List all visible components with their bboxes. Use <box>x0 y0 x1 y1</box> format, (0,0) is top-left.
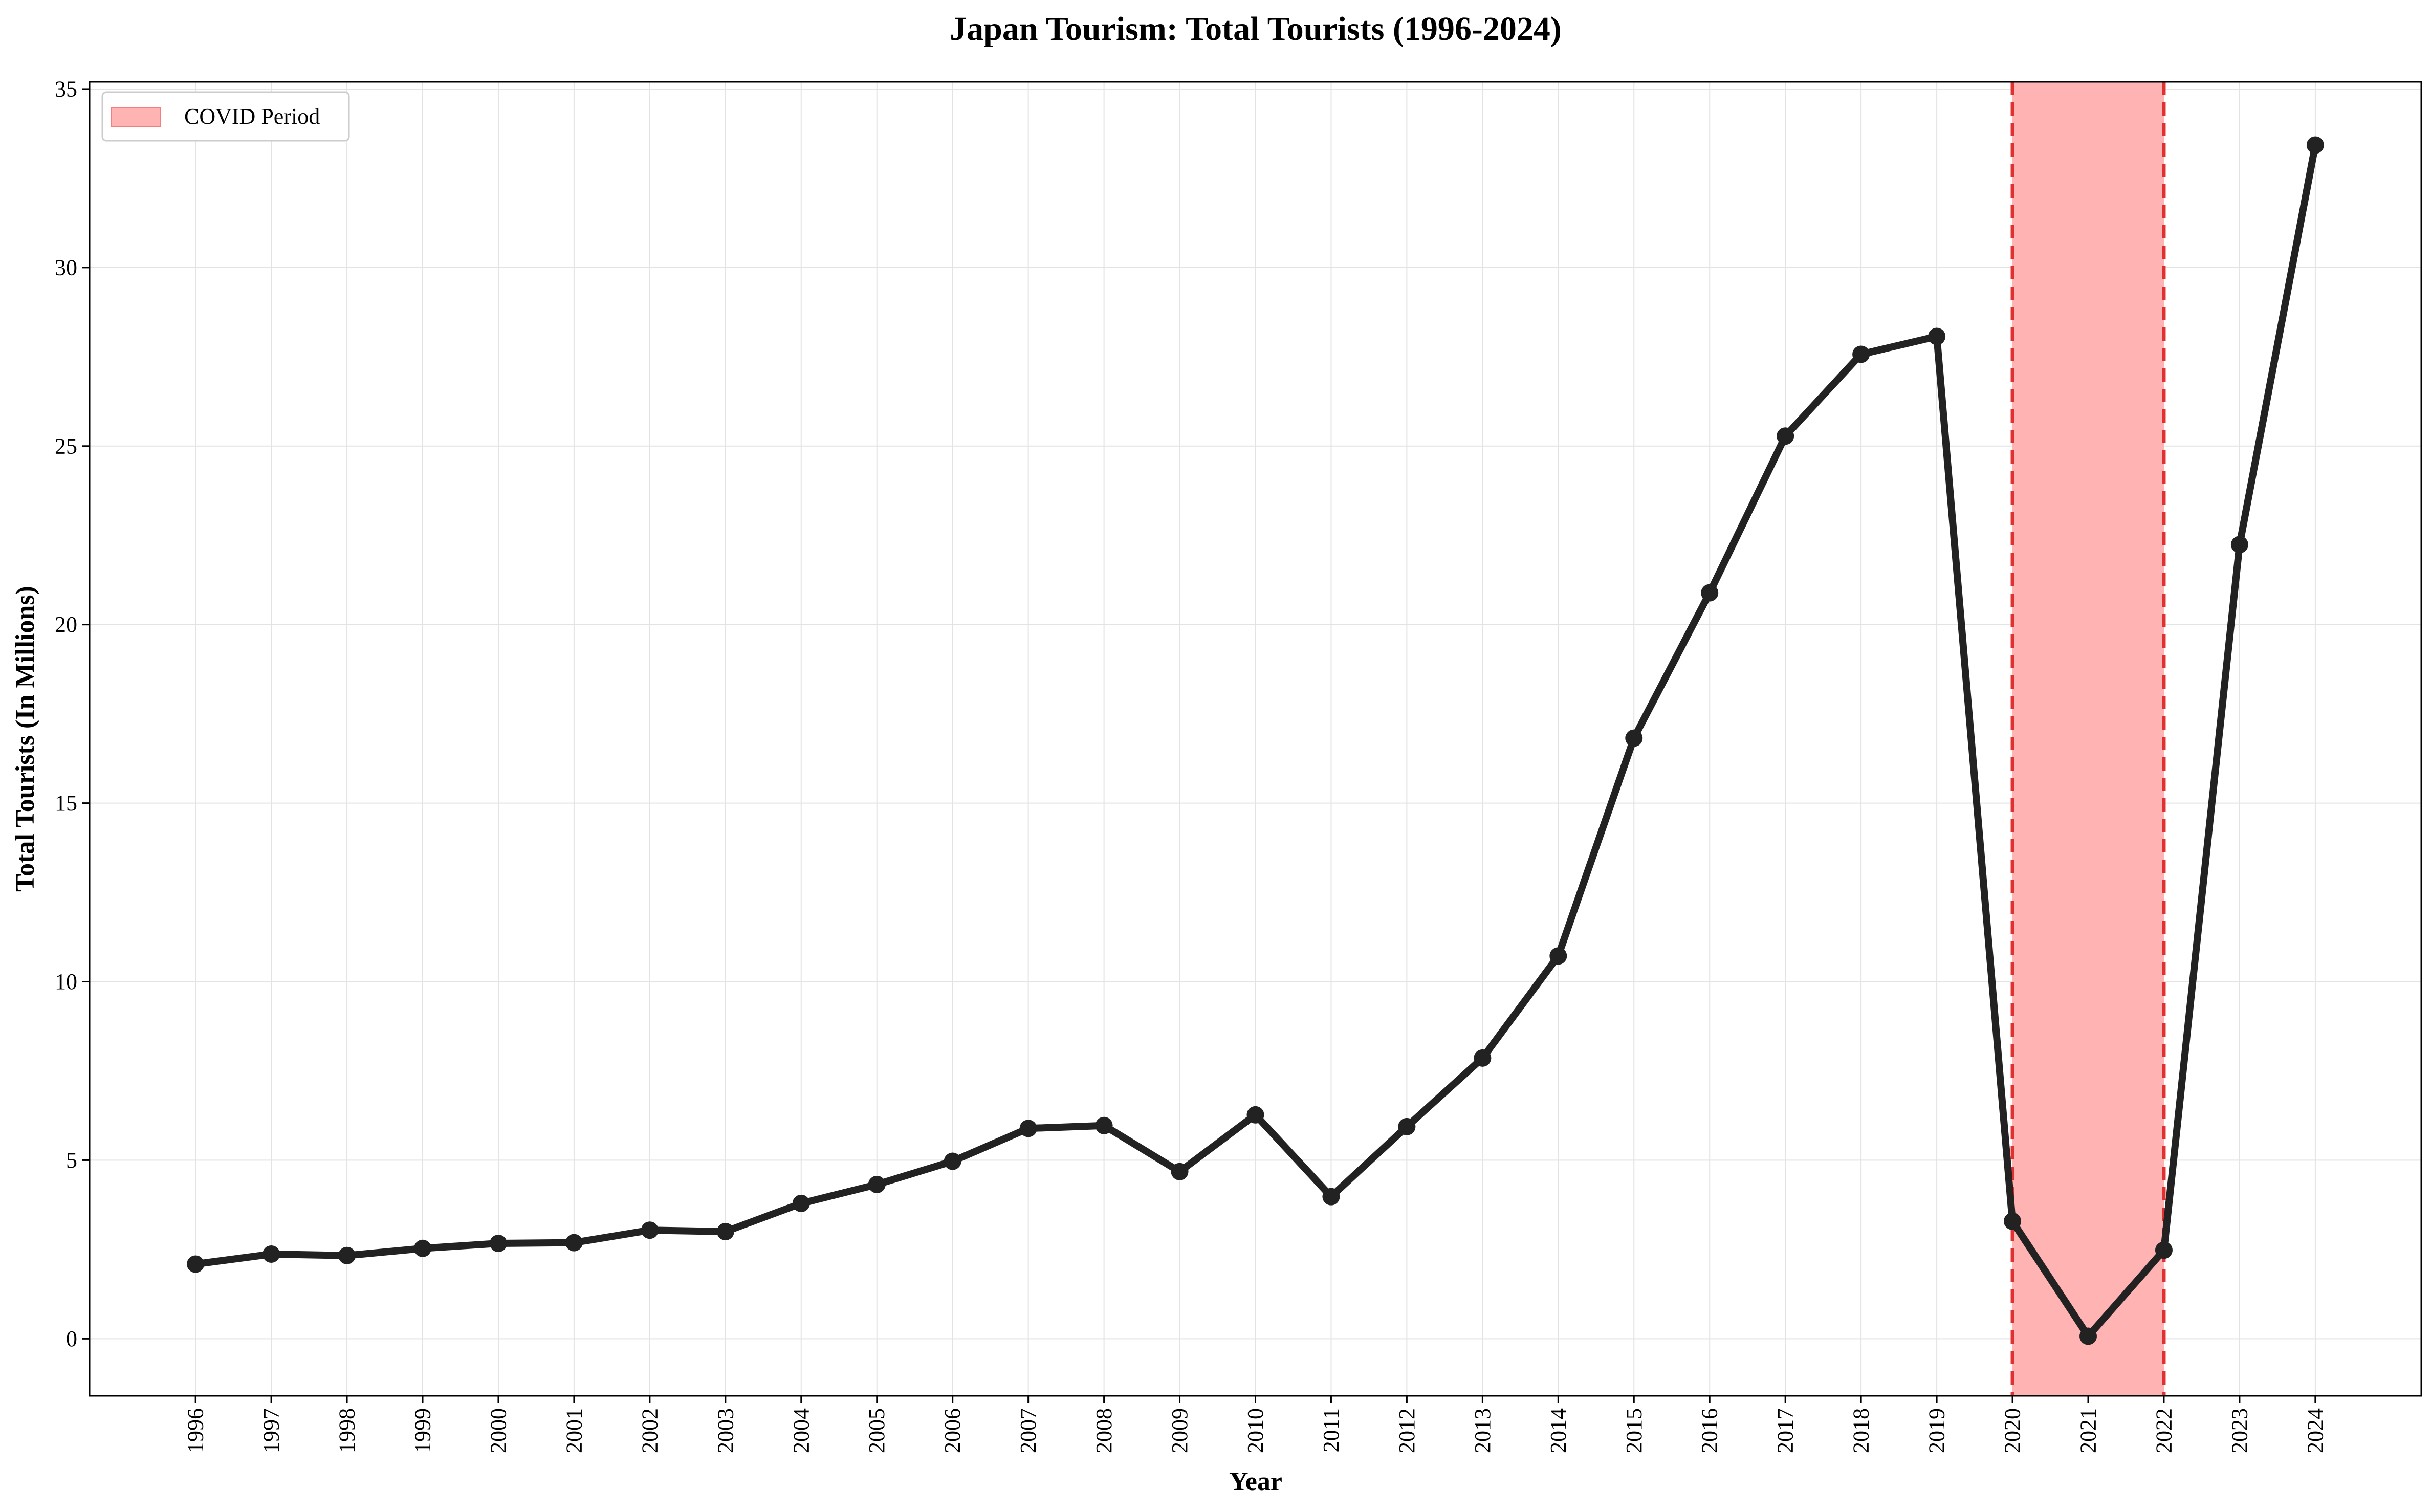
x-tick-label: 1999 <box>410 1408 435 1453</box>
data-point <box>187 1255 205 1273</box>
y-tick-label: 0 <box>66 1326 77 1351</box>
x-tick-label: 2005 <box>864 1408 889 1453</box>
x-tick-label: 2020 <box>2000 1408 2025 1453</box>
x-tick-label: 1996 <box>183 1408 208 1453</box>
data-point <box>338 1246 356 1264</box>
y-axis-ticks: 0 5 10 15 20 25 30 35 <box>55 76 90 1351</box>
x-tick-label: 1998 <box>335 1408 360 1453</box>
y-tick-label: 35 <box>55 76 77 101</box>
data-point <box>1095 1116 1113 1134</box>
x-tick-label: 2018 <box>1849 1408 1874 1453</box>
x-tick-label: 2024 <box>2303 1408 2328 1453</box>
x-tick-label: 2014 <box>1546 1408 1571 1453</box>
x-tick-label: 2004 <box>789 1408 814 1453</box>
data-point <box>716 1223 734 1240</box>
data-point <box>1019 1120 1037 1137</box>
legend: COVID Period <box>101 91 350 142</box>
data-point <box>1625 729 1643 747</box>
x-tick-label: 2010 <box>1243 1408 1268 1453</box>
data-point <box>1398 1117 1416 1135</box>
x-tick-label: 2017 <box>1773 1408 1798 1453</box>
data-point <box>2306 136 2324 154</box>
x-axis-label: Year <box>1229 1467 1282 1496</box>
y-axis-label: Total Tourists (In Millions) <box>11 586 40 892</box>
x-tick-label: 2019 <box>1924 1408 1950 1453</box>
x-tick-label: 2016 <box>1697 1408 1722 1453</box>
x-tick-label: 2023 <box>2227 1408 2252 1453</box>
data-point <box>1928 327 1946 345</box>
data-point <box>2079 1327 2097 1345</box>
data-point <box>2230 536 2248 554</box>
covid-period-band <box>2010 82 2166 1396</box>
x-tick-label: 2006 <box>940 1408 965 1453</box>
x-tick-label: 2000 <box>486 1408 511 1453</box>
x-tick-label: 2015 <box>1622 1408 1647 1453</box>
data-point <box>262 1245 280 1263</box>
x-tick-label: 2022 <box>2151 1408 2176 1453</box>
data-point <box>1549 947 1567 965</box>
y-tick-label: 15 <box>55 791 77 816</box>
data-point <box>2155 1241 2173 1259</box>
x-tick-label: 2021 <box>2076 1408 2101 1453</box>
data-point <box>565 1234 583 1252</box>
y-tick-label: 25 <box>55 433 77 458</box>
covid-band <box>2012 82 2164 1396</box>
x-tick-label: 2013 <box>1470 1408 1495 1453</box>
data-point <box>489 1235 507 1253</box>
data-point <box>868 1175 886 1193</box>
data-point <box>1322 1188 1340 1206</box>
data-point <box>1852 345 1870 363</box>
legend-box <box>101 91 350 142</box>
legend-label: COVID Period <box>184 104 320 129</box>
data-point <box>1777 427 1794 445</box>
data-points <box>187 136 2324 1345</box>
x-tick-label: 1997 <box>259 1408 284 1453</box>
data-point <box>414 1239 431 1257</box>
x-tick-label: 2012 <box>1394 1408 1419 1453</box>
x-tick-label: 2001 <box>561 1408 586 1453</box>
data-point <box>2004 1212 2022 1230</box>
chart-title: Japan Tourism: Total Tourists (1996-2024… <box>950 10 1562 48</box>
data-point <box>1171 1163 1189 1180</box>
data-point <box>1246 1106 1264 1124</box>
data-point <box>641 1221 659 1239</box>
x-tick-label: 2003 <box>713 1408 738 1453</box>
x-tick-label: 2008 <box>1091 1408 1116 1453</box>
data-point <box>1701 584 1719 602</box>
y-tick-label: 5 <box>66 1148 77 1173</box>
data-point <box>944 1152 961 1170</box>
x-axis-ticks: 1996 1997 1998 1999 2000 2001 2002 2003 2004 2005… <box>183 1396 2328 1453</box>
x-tick-label: 2009 <box>1167 1408 1192 1453</box>
data-point <box>792 1194 810 1212</box>
x-tick-label: 2007 <box>1016 1408 1041 1453</box>
x-tick-label: 2011 <box>1319 1408 1344 1452</box>
y-tick-label: 20 <box>55 612 77 637</box>
legend-swatch <box>111 107 161 127</box>
data-point <box>1474 1049 1492 1067</box>
y-tick-label: 10 <box>55 969 77 994</box>
y-tick-label: 30 <box>55 255 77 280</box>
x-tick-label: 2002 <box>637 1408 662 1453</box>
